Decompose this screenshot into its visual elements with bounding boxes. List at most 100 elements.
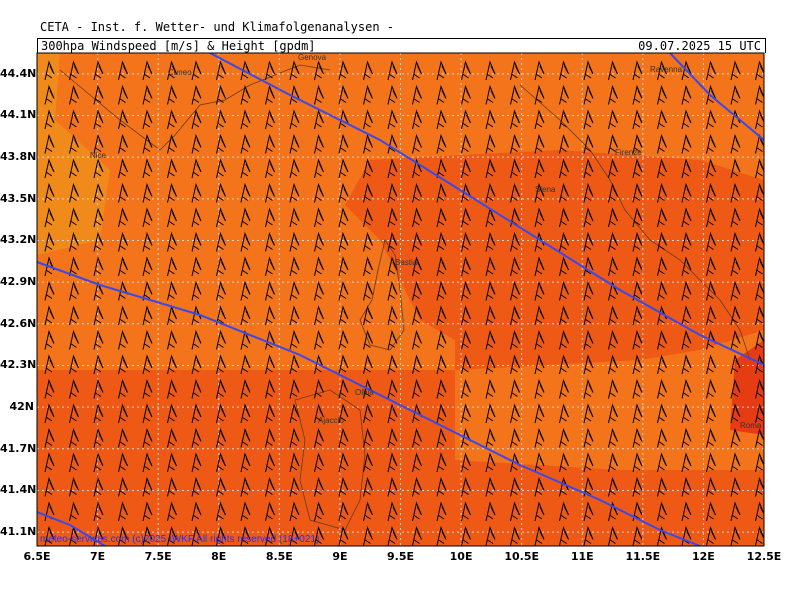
wind-barb: [216, 378, 226, 399]
wind-barb: [142, 427, 153, 448]
longitude-tick-label: 7E: [89, 550, 106, 563]
wind-barb: [657, 501, 667, 522]
wind-barb: [608, 207, 618, 228]
wind-barb: [534, 182, 545, 203]
wind-barb: [706, 207, 716, 228]
wind-barb: [289, 158, 300, 179]
wind-barb: [142, 354, 153, 375]
wind-barb: [387, 182, 398, 203]
wind-barb: [559, 354, 569, 375]
wind-barb: [240, 354, 251, 375]
wind-barb: [363, 501, 373, 522]
wind-barb: [93, 476, 104, 497]
wind-barb: [730, 476, 741, 497]
wind-barb: [289, 354, 300, 375]
wind-barb: [632, 158, 643, 179]
wind-barb: [534, 476, 545, 497]
wind-barb: [657, 329, 667, 350]
wind-barb: [485, 256, 496, 277]
wind-barb: [461, 231, 471, 252]
wind-barb: [338, 84, 349, 105]
height-contour-4: [669, 53, 764, 141]
wind-barb: [485, 476, 496, 497]
wind-barb: [461, 427, 471, 448]
wind-barb: [363, 403, 373, 424]
wind-barb: [69, 427, 79, 448]
wind-barb: [167, 525, 177, 546]
wind-barb: [338, 231, 349, 252]
wind-barb: [436, 452, 447, 473]
wind-barb: [314, 354, 324, 375]
wind-barb: [510, 182, 520, 203]
wind-barb: [216, 403, 226, 424]
wind-barb: [240, 452, 251, 473]
wind-barb: [118, 378, 128, 399]
wind-barb: [608, 60, 618, 81]
wind-barb: [755, 501, 764, 522]
wind-barb: [412, 427, 422, 448]
wind-barb: [363, 329, 373, 350]
wind-barb: [608, 231, 618, 252]
wind-barb: [216, 452, 226, 473]
wind-barb: [142, 403, 153, 424]
wind-barb: [314, 525, 324, 546]
wind-barb: [240, 427, 251, 448]
wind-barb: [559, 84, 569, 105]
wind-barb: [583, 109, 594, 130]
wind-barb: [167, 256, 177, 277]
latitude-tick-label: 44.1N: [0, 108, 37, 122]
wind-barb: [436, 158, 447, 179]
city-label: Genova: [298, 53, 327, 62]
wind-barb: [583, 525, 594, 546]
wind-barb: [167, 501, 177, 522]
latitude-tick-label: 43.2N: [0, 233, 37, 247]
wind-barb: [363, 525, 373, 546]
wind-barb: [657, 378, 667, 399]
wind-barb: [44, 60, 55, 81]
wind-barb: [436, 525, 447, 546]
wind-barb: [191, 476, 202, 497]
wind-barb: [436, 476, 447, 497]
wind-barb: [167, 133, 177, 154]
wind-barb: [93, 109, 104, 130]
wind-barb: [265, 256, 275, 277]
wind-barb: [485, 133, 496, 154]
wind-barb: [289, 60, 300, 81]
wind-barb: [730, 403, 741, 424]
wind-barb: [706, 452, 716, 473]
wind-barb: [436, 256, 447, 277]
wind-barb: [314, 501, 324, 522]
wind-barb: [681, 280, 692, 301]
wind-barb: [706, 231, 716, 252]
height-contour-3: [37, 511, 106, 546]
wind-barb: [730, 182, 741, 203]
wind-barb: [730, 305, 741, 326]
wind-barb: [289, 109, 300, 130]
wind-barb: [191, 60, 202, 81]
wind-barb: [559, 158, 569, 179]
wind-barb: [93, 207, 104, 228]
wind-barb: [69, 305, 79, 326]
wind-barb: [314, 231, 324, 252]
wind-barb: [93, 280, 104, 301]
wind-barb: [216, 525, 226, 546]
wind-barb: [93, 354, 104, 375]
wind-barb: [657, 476, 667, 497]
wind-barb: [559, 280, 569, 301]
wind-barb: [387, 427, 398, 448]
wind-barb: [730, 84, 741, 105]
wind-barb: [583, 207, 594, 228]
longitude-tick-label: 8E: [211, 550, 227, 563]
wind-barb: [485, 403, 496, 424]
wind-barb: [461, 305, 471, 326]
wind-barb: [730, 427, 741, 448]
wind-barb: [118, 403, 128, 424]
wind-barb: [167, 305, 177, 326]
wind-barb: [363, 182, 373, 203]
wind-barb: [289, 256, 300, 277]
wind-barb: [583, 378, 594, 399]
wind-barb: [583, 476, 594, 497]
wind-barb: [436, 231, 447, 252]
wind-barb: [289, 427, 300, 448]
wind-barb: [142, 84, 153, 105]
